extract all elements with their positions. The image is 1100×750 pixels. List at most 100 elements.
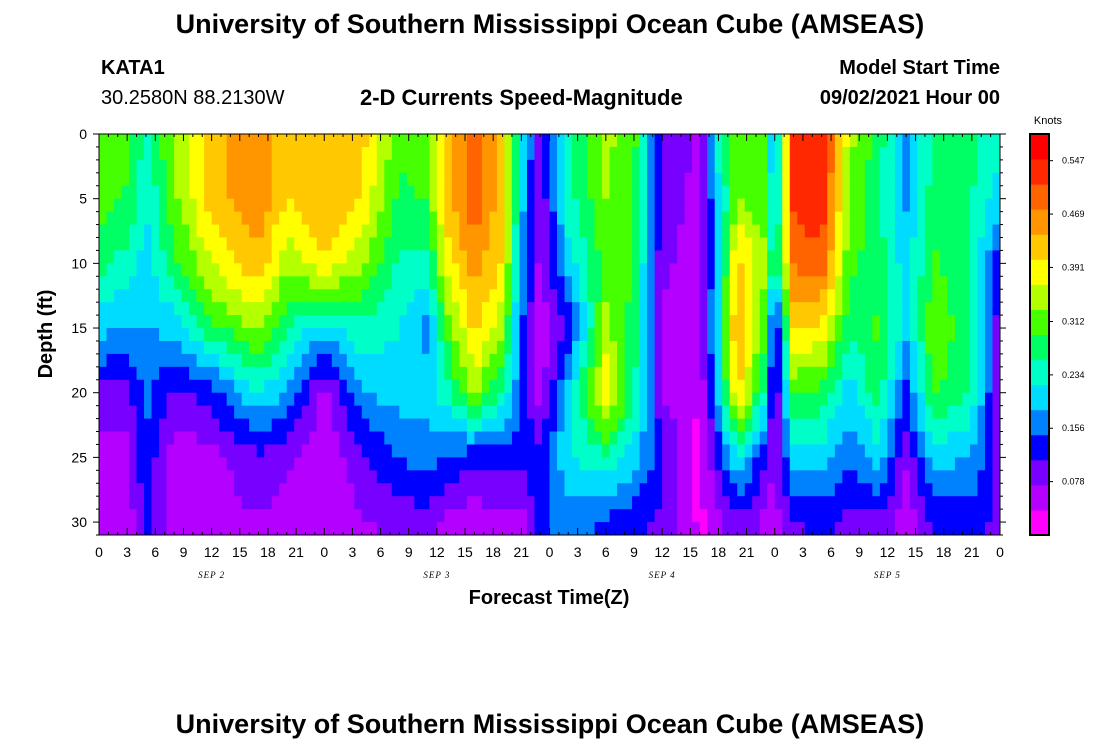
- heatmap-cell: [504, 276, 513, 290]
- heatmap-cell: [189, 522, 198, 535]
- heatmap-cell: [549, 276, 558, 290]
- heatmap-cell: [196, 185, 205, 200]
- heatmap-cell: [301, 276, 310, 290]
- heatmap-cell: [729, 198, 738, 213]
- heatmap-cell: [211, 496, 220, 510]
- heatmap-cell: [219, 431, 228, 446]
- heatmap-cell: [729, 224, 738, 239]
- heatmap-cell: [474, 366, 483, 381]
- heatmap-cell: [399, 431, 408, 446]
- heatmap-cell: [316, 302, 325, 316]
- heatmap-cell: [159, 172, 168, 187]
- heatmap-cell: [271, 340, 280, 355]
- heatmap-cell: [677, 496, 686, 510]
- heatmap-cell: [819, 405, 828, 420]
- heatmap-cell: [474, 250, 483, 264]
- heatmap-cell: [894, 366, 903, 381]
- heatmap-cell: [369, 340, 378, 355]
- heatmap-cell: [842, 302, 851, 316]
- heatmap-cell: [722, 146, 731, 161]
- heatmap-cell: [316, 379, 325, 394]
- heatmap-cell: [602, 509, 611, 523]
- heatmap-cell: [406, 366, 415, 381]
- heatmap-cell: [789, 198, 798, 213]
- heatmap-cell: [294, 405, 303, 420]
- heatmap-cell: [309, 276, 318, 290]
- heatmap-cell: [144, 418, 153, 433]
- heatmap-cell: [969, 302, 979, 316]
- heatmap-cell: [827, 289, 836, 303]
- heatmap-cell: [429, 431, 438, 446]
- heatmap-cell: [436, 509, 445, 523]
- heatmap-cell: [827, 172, 836, 187]
- heatmap-cell: [737, 366, 746, 381]
- heatmap-cell: [166, 198, 175, 213]
- heatmap-cell: [594, 431, 603, 446]
- heatmap-cell: [444, 159, 453, 174]
- heatmap-cell: [954, 250, 964, 264]
- heatmap-cell: [842, 134, 851, 148]
- heatmap-cell: [534, 237, 543, 252]
- heatmap-cell: [699, 457, 708, 471]
- heatmap-cell: [414, 353, 423, 368]
- heatmap-cell: [459, 237, 468, 252]
- heatmap-cell: [481, 159, 491, 174]
- heatmap-cell: [219, 289, 228, 303]
- heatmap-cell: [984, 522, 994, 535]
- heatmap-cell: [421, 159, 430, 174]
- heatmap-cell: [737, 172, 746, 187]
- heatmap-cell: [992, 172, 1000, 187]
- heatmap-cell: [309, 405, 318, 420]
- heatmap-cell: [594, 263, 603, 277]
- heatmap-cell: [789, 379, 798, 394]
- heatmap-cell: [106, 134, 115, 148]
- heatmap-cell: [609, 418, 618, 433]
- heatmap-cell: [151, 340, 160, 355]
- heatmap-cell: [99, 457, 108, 471]
- heatmap-cell: [496, 185, 506, 200]
- heatmap-cell: [301, 211, 310, 226]
- heatmap-cell: [654, 353, 663, 368]
- heatmap-cell: [204, 431, 213, 446]
- heatmap-cell: [594, 405, 603, 420]
- heatmap-cell: [481, 276, 491, 290]
- heatmap-cell: [264, 418, 273, 433]
- heatmap-cell: [707, 315, 716, 329]
- heatmap-cell: [241, 146, 250, 161]
- heatmap-cell: [624, 315, 633, 329]
- heatmap-cell: [759, 405, 768, 420]
- heatmap-cell: [909, 444, 919, 458]
- y-tick-label: 15: [71, 320, 87, 336]
- heatmap-cell: [204, 263, 213, 277]
- heatmap-cell: [174, 483, 183, 497]
- heatmap-cell: [241, 522, 250, 535]
- heatmap-cell: [872, 289, 881, 303]
- heatmap-cell: [361, 185, 370, 200]
- heatmap-cell: [962, 289, 971, 303]
- heatmap-cell: [939, 470, 949, 484]
- heatmap-cell: [256, 224, 265, 239]
- heatmap-cell: [136, 470, 145, 484]
- heatmap-cell: [977, 483, 986, 497]
- heatmap-cell: [174, 302, 183, 316]
- heatmap-cell: [947, 198, 956, 213]
- heatmap-cell: [924, 509, 934, 523]
- heatmap-cell: [294, 418, 303, 433]
- heatmap-cell: [909, 522, 919, 535]
- heatmap-cell: [496, 172, 506, 187]
- heatmap-cell: [526, 289, 536, 303]
- heatmap-cell: [609, 211, 618, 226]
- heatmap-cell: [114, 392, 123, 407]
- heatmap-cell: [526, 328, 536, 342]
- heatmap-cell: [902, 185, 911, 200]
- heatmap-cell: [624, 457, 633, 471]
- heatmap-cell: [812, 496, 821, 510]
- heatmap-cell: [759, 418, 768, 433]
- heatmap-cell: [602, 431, 611, 446]
- heatmap-cell: [451, 237, 460, 252]
- heatmap-cell: [939, 444, 949, 458]
- heatmap-cell: [677, 483, 686, 497]
- heatmap-cell: [954, 198, 964, 213]
- heatmap-cell: [654, 276, 663, 290]
- heatmap-cell: [834, 418, 843, 433]
